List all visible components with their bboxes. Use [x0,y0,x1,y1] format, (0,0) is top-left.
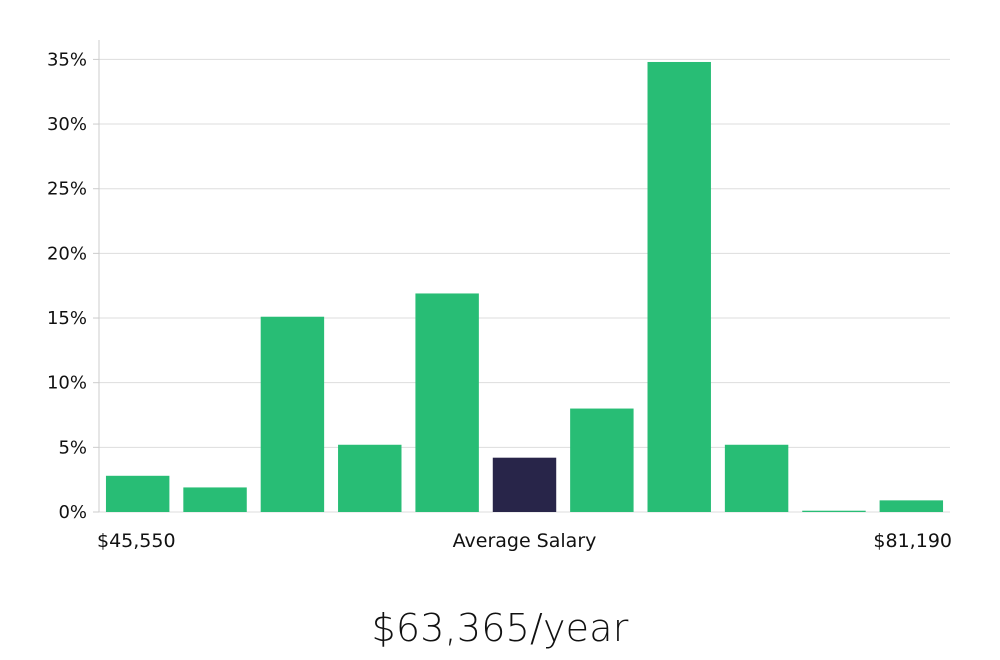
bar [647,61,711,512]
y-tick-label: 30% [47,114,87,135]
bar [570,408,634,512]
bar [260,316,325,512]
bar [415,293,479,512]
y-axis-tick-labels: 0% 5% 10% 15% 20% 25% 30% 35% [47,49,87,523]
y-tick-label: 0% [58,502,87,523]
y-tick-label: 10% [47,373,87,394]
average-salary-value: $63,365/year [371,606,629,650]
y-tick-label: 25% [47,179,87,200]
bar [802,510,866,512]
bar-average-salary [492,457,557,512]
bars [105,61,944,512]
bar [183,487,247,512]
x-axis-max-label: $81,190 [873,530,952,552]
bar [879,500,944,512]
grid-lines [93,58,950,513]
bar [338,444,402,512]
y-tick-label: 20% [47,243,87,264]
x-axis-min-label: $45,550 [97,530,176,552]
y-tick-label: 5% [58,437,87,458]
y-tick-label: 15% [47,308,87,329]
bar [105,475,170,512]
x-axis-title: Average Salary [453,530,597,552]
salary-distribution-chart: 0% 5% 10% 15% 20% 25% 30% 35% $45,550 Average S… [47,40,952,552]
bar [724,444,789,512]
y-tick-label: 35% [47,49,87,70]
